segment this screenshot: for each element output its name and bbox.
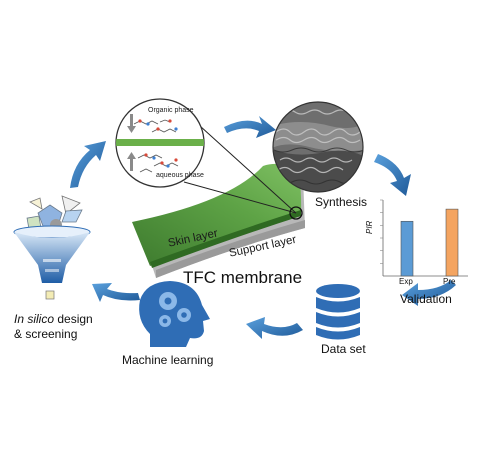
screening-funnel-icon: [13, 195, 91, 300]
bar-exp: [400, 220, 414, 277]
in-silico-italic: In silico: [14, 312, 55, 326]
synthesis-label: Synthesis: [315, 195, 368, 209]
arrow-to-validation: [374, 154, 411, 196]
validation-label: Validation: [400, 292, 452, 306]
bar-label-pre: Pre: [443, 277, 456, 286]
validation-chart: [380, 199, 468, 277]
tfc-membrane: [132, 163, 305, 278]
bar-pre: [445, 208, 459, 277]
arrow-to-synthesis: [224, 116, 276, 138]
brain-head-icon: [139, 281, 210, 347]
arrow-to-dataset: [402, 280, 456, 306]
interface-inset: [115, 98, 205, 188]
in-silico-design-label: In silico design & screening: [14, 312, 93, 342]
data-set-label: Data set: [321, 342, 366, 356]
organic-phase-label: Organic phase: [148, 107, 194, 114]
tfc-membrane-label: TFC membrane: [183, 268, 303, 287]
arrow-to-membrane: [70, 141, 106, 188]
in-silico-rest: design: [54, 312, 93, 326]
zoom-lines: [183, 125, 303, 220]
aqueous-phase-label: aqueous phase: [156, 172, 204, 179]
machine-learning-label: Machine learning: [122, 353, 214, 367]
arrow-to-screening: [92, 283, 140, 302]
bar-label-exp: Exp: [399, 277, 413, 286]
sem-image: [272, 101, 364, 193]
database-icon: [316, 284, 360, 340]
arrow-to-machine-learning: [246, 317, 303, 339]
chart-y-label: PIR: [365, 220, 374, 234]
screening-label: & screening: [14, 327, 78, 341]
